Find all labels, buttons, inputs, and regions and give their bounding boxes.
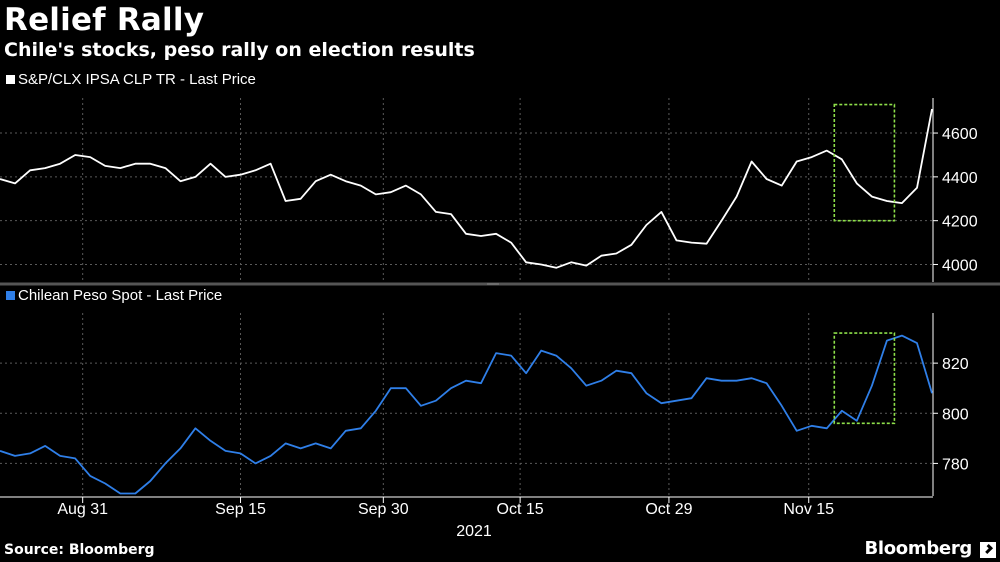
x-year-label: 2021 bbox=[456, 523, 492, 540]
peso-y-tick-label: 800 bbox=[942, 406, 969, 423]
x-tick-label: Oct 29 bbox=[645, 501, 692, 518]
x-tick-label: Sep 30 bbox=[358, 501, 409, 518]
peso-y-tick-label: 820 bbox=[942, 356, 969, 373]
stocks-y-tick-label: 4200 bbox=[942, 214, 978, 231]
x-tick-label: Nov 15 bbox=[783, 501, 834, 518]
brand-logo-text: Bloomberg bbox=[864, 538, 972, 559]
peso-legend-swatch bbox=[6, 291, 15, 300]
stocks-series-line bbox=[0, 108, 933, 269]
peso-panel: 780 800 820 Chilean Peso Spot - Last Price bbox=[0, 287, 969, 496]
stocks-highlight-box bbox=[833, 103, 896, 222]
x-axis: Aug 31 Sep 15 Sep 30 Oct 15 Oct 29 Nov 15 2021 bbox=[0, 282, 1000, 540]
x-tick-label: Sep 15 bbox=[215, 501, 266, 518]
x-tick-label: Aug 31 bbox=[57, 501, 108, 518]
stocks-y-tick-label: 4000 bbox=[942, 257, 978, 274]
stocks-y-tick-label: 4600 bbox=[942, 126, 978, 143]
stocks-legend-label: S&P/CLX IPSA CLP TR - Last Price bbox=[18, 71, 256, 88]
stocks-legend-swatch bbox=[6, 75, 15, 84]
source-note: Source: Bloomberg bbox=[4, 542, 155, 558]
peso-series-line bbox=[0, 334, 933, 495]
peso-y-tick-label: 780 bbox=[942, 456, 969, 473]
chart-title: Relief Rally bbox=[4, 2, 205, 38]
stocks-panel: 4000 4200 4400 4600 S&P/CLX IPSA CLP TR - La… bbox=[0, 71, 978, 282]
peso-legend-label: Chilean Peso Spot - Last Price bbox=[18, 287, 222, 304]
peso-highlight-box bbox=[833, 332, 896, 425]
stocks-y-tick-label: 4400 bbox=[942, 170, 978, 187]
x-tick-label: Oct 15 bbox=[497, 501, 544, 518]
chart-subtitle: Chile's stocks, peso rally on election r… bbox=[4, 39, 475, 61]
brand-arrow-icon bbox=[980, 542, 996, 558]
